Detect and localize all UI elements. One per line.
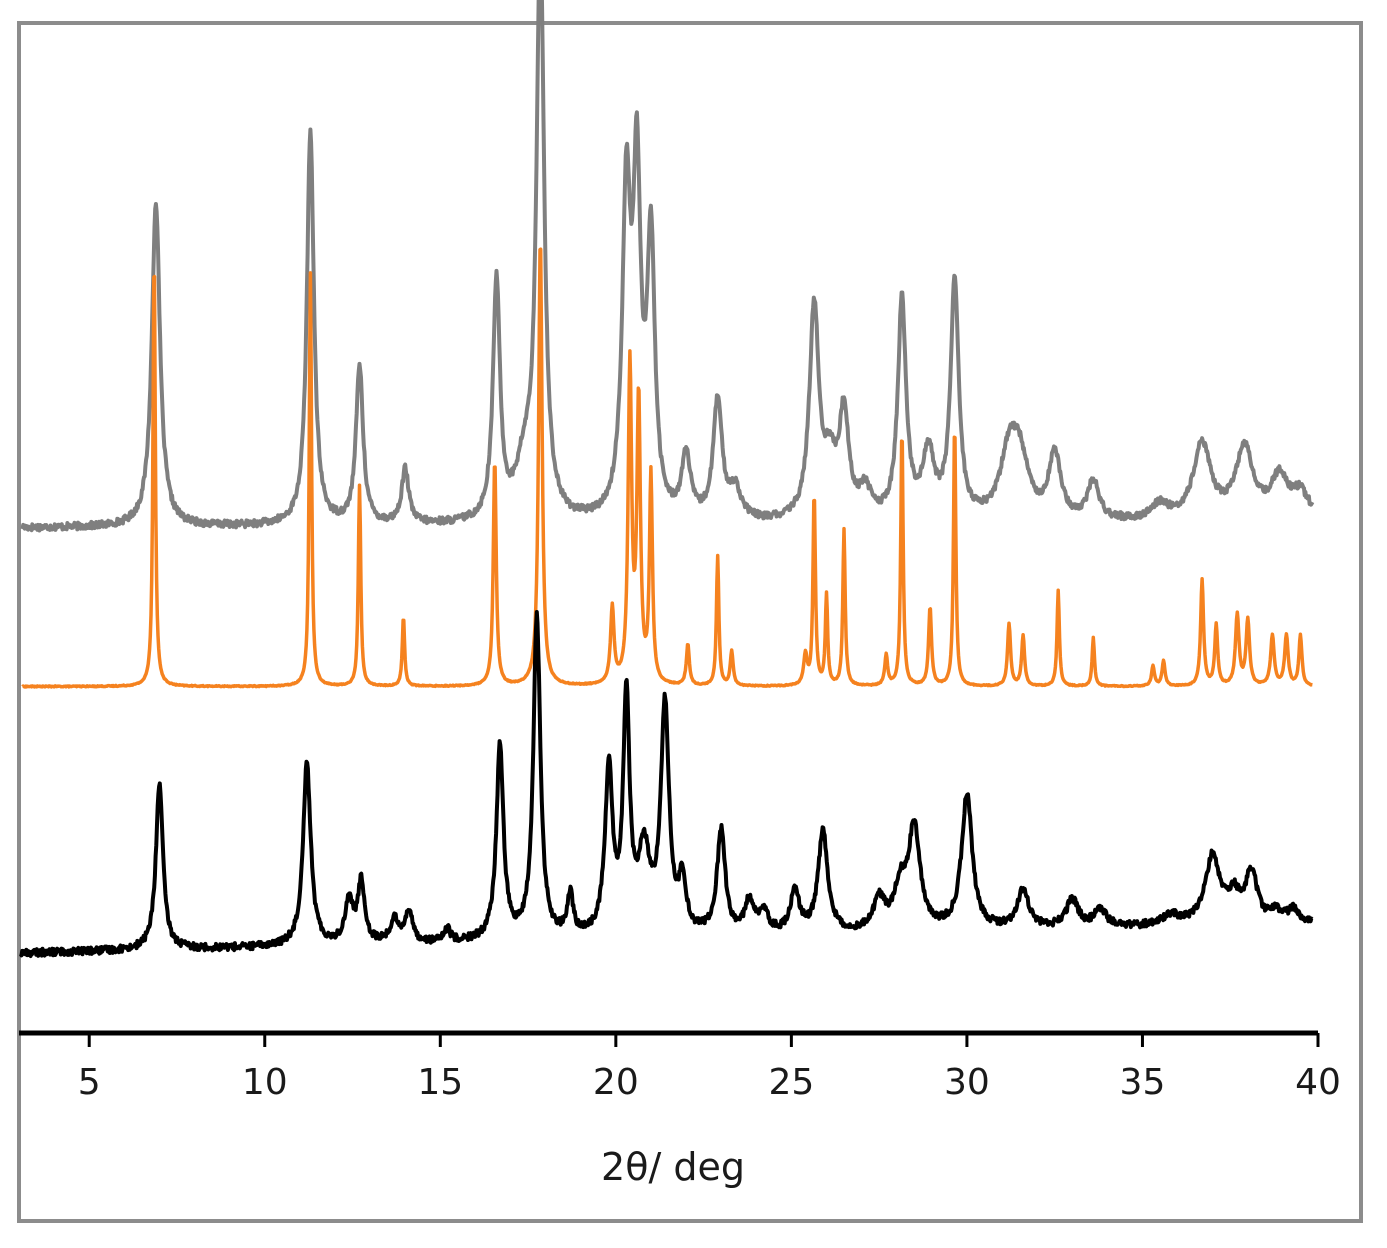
chart-frame: [17, 21, 1363, 1223]
x-tick-label: 15: [417, 1062, 463, 1103]
series-layer: [19, 0, 1315, 959]
x-axis-ticks: 5 10 15 20 25 30 35 40: [78, 1033, 1341, 1103]
x-tick-label: 25: [768, 1062, 814, 1103]
x-tick-label: 20: [593, 1062, 639, 1103]
series-line-1: [20, 0, 1315, 533]
x-tick-label: 35: [1120, 1062, 1166, 1103]
x-tick-label: 30: [944, 1062, 990, 1103]
series-line-2: [21, 247, 1314, 689]
x-tick-label: 40: [1295, 1062, 1341, 1103]
x-tick-label: 10: [242, 1062, 288, 1103]
x-axis-label: 2θ/ deg: [601, 1145, 745, 1189]
series-line-3: [19, 610, 1314, 959]
x-tick-label: 5: [78, 1062, 101, 1103]
